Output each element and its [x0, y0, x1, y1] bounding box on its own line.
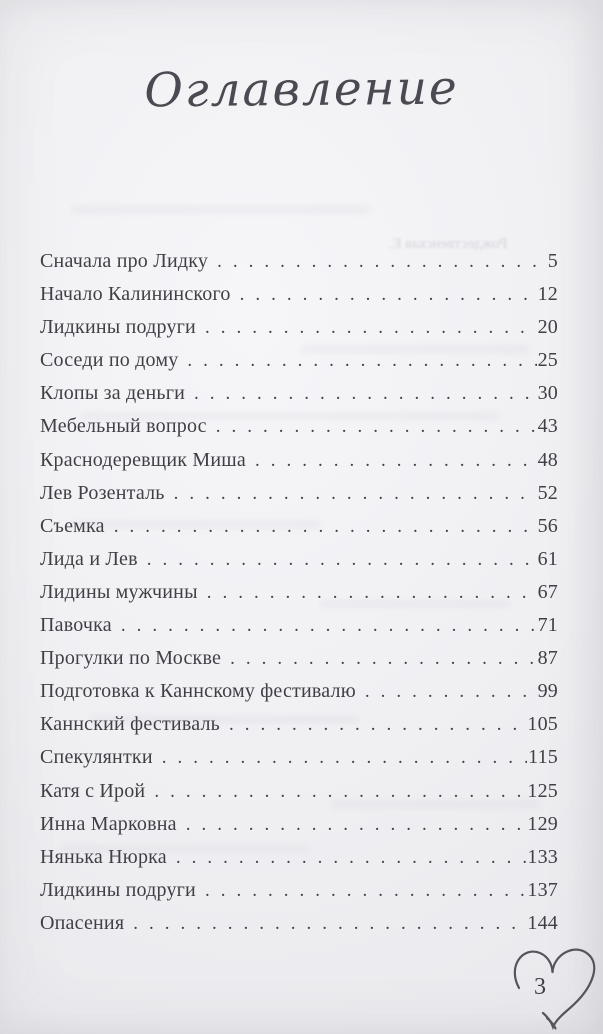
toc-entry-page: 12	[537, 283, 558, 306]
toc-entry: Спекулянтки ............................…	[40, 746, 558, 779]
toc-entry-page: 115	[528, 746, 558, 769]
dot-leader: ........................................…	[215, 416, 537, 438]
toc-entry-page: 67	[537, 580, 558, 603]
toc-entry-page: 5	[547, 250, 558, 272]
toc-entry-label: Лидкины подруги	[40, 316, 196, 339]
dot-leader: ........................................…	[173, 482, 537, 504]
dot-leader: ........................................…	[194, 383, 537, 405]
toc-entry-page: 105	[527, 713, 558, 736]
dot-leader: ........................................…	[133, 912, 527, 934]
toc-entry-page: 52	[537, 481, 558, 504]
toc-entry-label: Краснодеревщик Миша	[40, 448, 246, 471]
toc-entry-page: 30	[537, 382, 558, 405]
dot-leader: ........................................…	[239, 284, 537, 306]
dot-leader: ........................................…	[206, 581, 537, 603]
toc-entry: Нянька Нюрка ...........................…	[40, 846, 558, 879]
toc-entry-page: 25	[537, 349, 558, 372]
toc-entry-label: Лев Розенталь	[40, 481, 165, 504]
toc-entry: Лидины мужчины .........................…	[40, 581, 558, 614]
toc-entry-page: 43	[537, 415, 558, 438]
dot-leader: ........................................…	[175, 846, 527, 868]
toc-entry: Каннский фестиваль .....................…	[40, 713, 558, 746]
toc-entry-page: 20	[537, 316, 558, 339]
toc-entry-page: 133	[527, 845, 558, 868]
toc-entry-page: 61	[537, 547, 558, 570]
dot-leader: ........................................…	[230, 648, 537, 670]
toc-entry-label: Прогулки по Москве	[40, 647, 222, 670]
toc-entry-page: 129	[527, 812, 558, 835]
dot-leader: ........................................…	[228, 714, 526, 736]
toc-entry-label: Начало Калининского	[40, 283, 231, 306]
toc-entry: Съемка .................................…	[40, 515, 558, 548]
toc-entry: Мебельный вопрос .......................…	[40, 415, 558, 448]
toc-entry-label: Лидкины подруги	[40, 878, 196, 901]
toc-entry-page: 48	[537, 448, 558, 471]
toc-entry: Сначала про Лидку ......................…	[40, 250, 558, 283]
toc-entry-label: Лидины мужчины	[40, 580, 198, 603]
dot-leader: ........................................…	[217, 251, 547, 272]
toc-entry-label: Катя с Ирой	[40, 779, 146, 802]
toc-entry-label: Спекулянтки	[40, 746, 153, 769]
toc-entry-page: 56	[537, 514, 558, 537]
toc-entry: Лидкины подруги ........................…	[40, 879, 558, 912]
dot-leader: ........................................…	[161, 747, 527, 769]
toc-entry-label: Съемка	[40, 514, 105, 537]
dot-leader: ........................................…	[204, 317, 537, 339]
toc-entry: Соседи по дому .........................…	[40, 349, 558, 382]
toc-entry: Лидкины подруги ........................…	[40, 316, 558, 349]
toc-entry-label: Подготовка к Каннскому фестивалю	[40, 680, 356, 703]
dot-leader: ........................................…	[154, 780, 526, 802]
bleed-through-smudge	[70, 205, 370, 214]
toc-entry-page: 125	[527, 779, 558, 802]
toc-entry-label: Мебельный вопрос	[40, 415, 207, 438]
toc-entry: Лида и Лев .............................…	[40, 548, 558, 581]
toc-entry-page: 144	[527, 911, 558, 934]
toc-entry-label: Опасения	[40, 911, 125, 934]
toc-entry-label: Каннский фестиваль	[40, 713, 220, 736]
toc-entry: Павочка ................................…	[40, 614, 558, 647]
toc-entry: Подготовка к Каннскому фестивалю .......…	[40, 680, 558, 713]
toc-entry: Клопы за деньги ........................…	[40, 382, 558, 415]
toc-entry-label: Инна Марковна	[40, 812, 177, 835]
toc-entry: Лев Розенталь ..........................…	[40, 482, 558, 515]
toc-title: Оглавление	[144, 60, 459, 119]
dot-leader: ........................................…	[113, 515, 537, 537]
toc-entry-label: Соседи по дому	[40, 349, 179, 372]
heart-ornament: 3	[503, 938, 599, 1031]
toc-entry-label: Павочка	[40, 614, 112, 637]
toc-entry-label: Нянька Нюрка	[40, 845, 167, 868]
dot-leader: ........................................…	[254, 449, 537, 471]
dot-leader: ........................................…	[120, 615, 537, 637]
page-number: 3	[534, 974, 546, 1000]
toc-entry: Начало Калининского ....................…	[40, 283, 558, 316]
dot-leader: ........................................…	[204, 879, 526, 901]
toc-entry: Опасения ...............................…	[40, 912, 558, 945]
toc-list: Сначала про Лидку ......................…	[40, 250, 558, 945]
dot-leader: ........................................…	[187, 350, 536, 372]
toc-entry: Инна Марковна ..........................…	[40, 813, 558, 846]
toc-entry: Катя с Ирой ............................…	[40, 780, 558, 813]
toc-entry-page: 137	[527, 878, 558, 901]
heart-icon	[513, 948, 596, 1031]
toc-entry-label: Клопы за деньги	[40, 382, 186, 405]
dot-leader: ........................................…	[364, 681, 537, 703]
dot-leader: ........................................…	[185, 813, 527, 835]
toc-entry: Прогулки по Москве .....................…	[40, 647, 558, 680]
dot-leader: ........................................…	[146, 548, 537, 570]
toc-entry-page: 71	[537, 614, 558, 637]
toc-entry: Краснодеревщик Миша ....................…	[40, 449, 558, 482]
toc-entry-label: Лида и Лев	[40, 547, 138, 570]
toc-entry-page: 87	[537, 647, 558, 670]
toc-entry-page: 99	[537, 680, 558, 703]
toc-entry-label: Сначала про Лидку	[40, 250, 209, 272]
